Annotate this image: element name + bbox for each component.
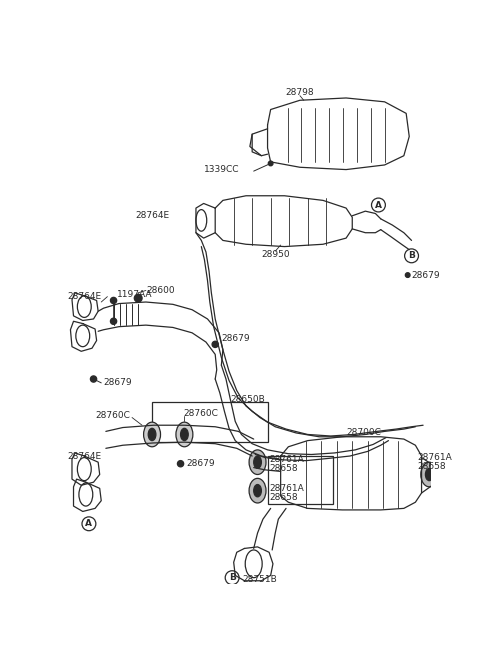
Text: 28760C: 28760C (183, 409, 218, 418)
Circle shape (268, 161, 273, 166)
Ellipse shape (148, 428, 156, 441)
Text: 28764E: 28764E (67, 292, 101, 301)
Text: A: A (375, 201, 382, 209)
Ellipse shape (176, 422, 193, 447)
Text: 28600: 28600 (146, 286, 175, 295)
Text: 28679: 28679 (221, 335, 250, 344)
Ellipse shape (144, 422, 160, 447)
Text: B: B (408, 251, 415, 260)
Text: A: A (85, 520, 93, 528)
Text: 28764E: 28764E (135, 211, 169, 220)
Text: 1197AA: 1197AA (117, 290, 152, 299)
Text: 28751B: 28751B (242, 575, 277, 584)
Text: 1339CC: 1339CC (204, 165, 239, 174)
Ellipse shape (421, 462, 438, 487)
Text: 28679: 28679 (104, 379, 132, 388)
Circle shape (110, 318, 117, 324)
Text: 28700C: 28700C (346, 428, 381, 438)
Text: 28658: 28658 (269, 493, 298, 502)
Text: 28650B: 28650B (230, 394, 265, 403)
Text: 28658: 28658 (417, 462, 445, 471)
Bar (267, 456, 333, 504)
Ellipse shape (254, 485, 262, 497)
Circle shape (212, 341, 218, 348)
Ellipse shape (180, 428, 188, 441)
Text: 28760C: 28760C (96, 411, 131, 420)
Text: 28761A: 28761A (269, 484, 304, 493)
Text: 28761A: 28761A (269, 455, 304, 464)
Circle shape (134, 295, 142, 302)
Text: 28658: 28658 (269, 464, 298, 473)
Circle shape (90, 376, 96, 382)
Circle shape (406, 273, 410, 277)
Text: 28761A: 28761A (417, 453, 452, 462)
Text: 28679: 28679 (186, 459, 215, 468)
Text: 28950: 28950 (261, 250, 289, 258)
Text: B: B (228, 573, 236, 582)
Bar (152, 402, 267, 442)
Text: 28798: 28798 (286, 88, 314, 97)
Text: 28679: 28679 (411, 270, 440, 279)
Circle shape (110, 297, 117, 304)
Ellipse shape (249, 450, 266, 474)
Circle shape (178, 461, 184, 467)
Ellipse shape (254, 456, 262, 468)
Ellipse shape (249, 478, 266, 503)
Ellipse shape (425, 468, 433, 481)
Text: 28764E: 28764E (67, 451, 101, 461)
